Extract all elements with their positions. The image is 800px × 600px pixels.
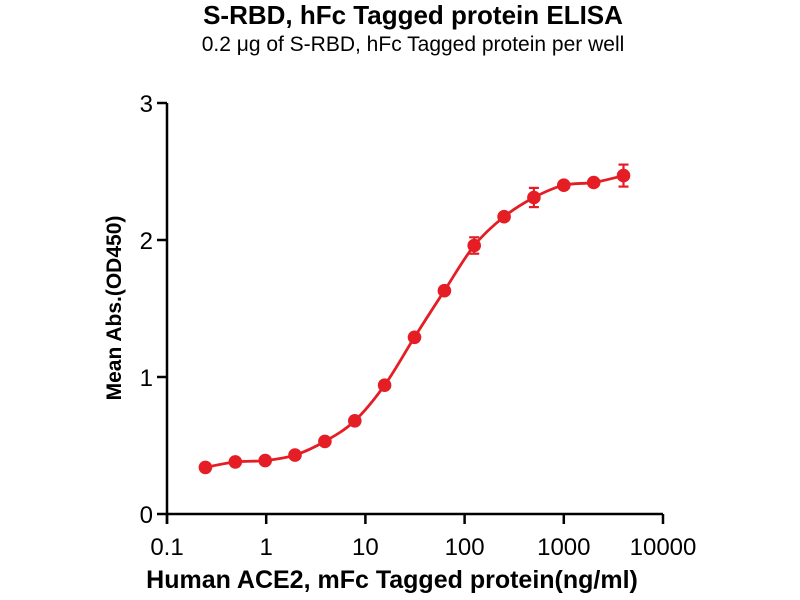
x-tick-label: 10 bbox=[352, 534, 379, 561]
y-tick-label: 2 bbox=[140, 228, 153, 255]
data-point-marker bbox=[348, 414, 362, 428]
x-axis-label: Human ACE2, mFc Tagged protein(ng/ml) bbox=[146, 566, 638, 594]
data-point-marker bbox=[616, 168, 631, 183]
y-tick-label: 3 bbox=[140, 91, 153, 118]
data-point-marker bbox=[527, 190, 541, 205]
x-tick-label: 100 bbox=[445, 534, 485, 561]
data-point-marker bbox=[407, 330, 422, 345]
chart-subtitle: 0.2 μg of S-RBD, hFc Tagged protein per … bbox=[201, 33, 625, 56]
y-tick-label: 0 bbox=[140, 502, 153, 529]
data-point-marker bbox=[318, 434, 332, 449]
data-point-marker bbox=[377, 378, 392, 393]
y-tick-label: 1 bbox=[140, 365, 153, 392]
y-axis-label: Mean Abs.(OD450) bbox=[103, 215, 126, 401]
x-tick-label: 1000 bbox=[537, 534, 590, 561]
data-point-marker bbox=[437, 283, 452, 298]
data-point-marker bbox=[586, 175, 601, 190]
data-point-marker bbox=[467, 238, 482, 253]
data-point-marker bbox=[557, 178, 571, 192]
x-tick-label: 1 bbox=[260, 534, 273, 561]
data-point-marker bbox=[198, 460, 213, 475]
data-point-marker bbox=[228, 455, 243, 469]
chart-title: S-RBD, hFc Tagged protein ELISA bbox=[203, 0, 623, 30]
x-tick-label: 10000 bbox=[630, 534, 697, 561]
data-point-marker bbox=[288, 448, 302, 462]
fit-curve bbox=[205, 174, 624, 469]
x-tick-label: 0.1 bbox=[150, 534, 183, 561]
data-point-marker bbox=[497, 209, 511, 224]
data-point-marker bbox=[258, 453, 273, 468]
